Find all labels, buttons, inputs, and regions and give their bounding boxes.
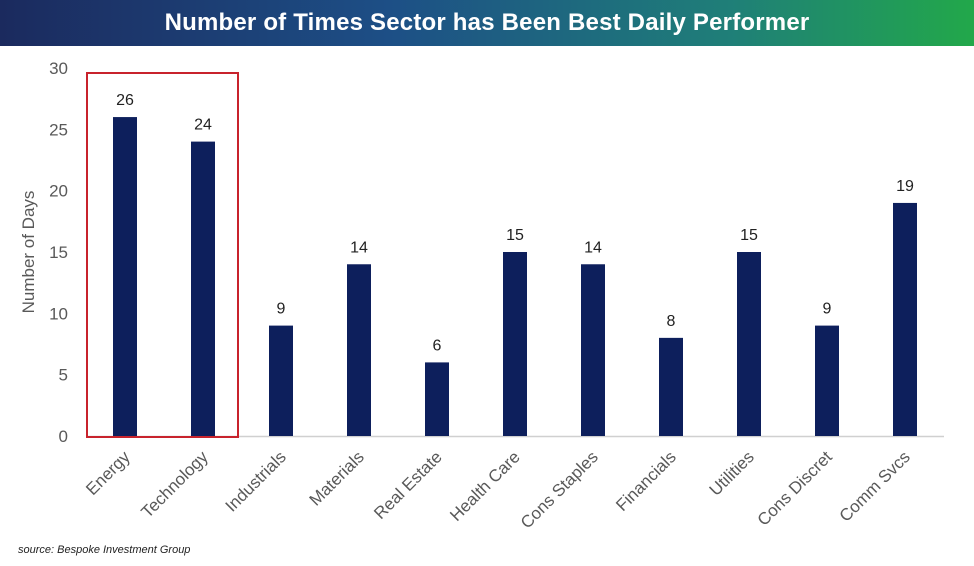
x-tick-label: Comm Svcs <box>836 447 914 525</box>
data-label: 19 <box>896 178 914 195</box>
y-axis-title: Number of Days <box>19 191 38 314</box>
data-label: 14 <box>350 239 368 256</box>
data-label: 14 <box>584 239 602 256</box>
y-tick-label: 10 <box>49 304 68 323</box>
bar-cons-discret <box>815 325 839 436</box>
bar-utilities <box>737 252 761 436</box>
x-tick-label: Technology <box>138 447 213 522</box>
x-axis-ticks: Energy Technology Industrials Materials Real… <box>82 447 914 532</box>
x-tick-label: Real Estate <box>370 447 446 523</box>
y-tick-label: 30 <box>49 59 68 78</box>
x-tick-label: Health Care <box>446 447 524 525</box>
data-label: 24 <box>194 117 212 134</box>
x-tick-label: Utilities <box>706 447 758 499</box>
data-label: 8 <box>667 313 676 330</box>
y-tick-label: 25 <box>49 120 68 139</box>
bar-cons-staples <box>581 264 605 436</box>
highlight-box <box>86 72 239 438</box>
data-label: 15 <box>740 227 758 244</box>
y-axis-ticks: 0 5 10 15 20 25 30 <box>49 59 68 446</box>
data-label: 6 <box>433 337 442 354</box>
y-tick-label: 15 <box>49 243 68 262</box>
y-tick-label: 0 <box>59 427 68 446</box>
x-tick-label: Cons Discret <box>754 447 836 529</box>
data-label: 9 <box>823 301 832 318</box>
bar-financials <box>659 337 683 436</box>
bar-real-estate <box>425 362 449 436</box>
bar-comm-svcs <box>893 202 917 436</box>
bars-group <box>113 117 917 437</box>
bar-industrials <box>269 325 293 436</box>
data-labels-group: 26 24 9 14 6 15 14 8 15 9 19 <box>116 92 914 354</box>
title-bar <box>0 0 974 46</box>
bar-health-care <box>503 252 527 436</box>
source-note: source: Bespoke Investment Group <box>18 544 191 556</box>
data-label: 9 <box>277 301 286 318</box>
bar-chart: Number of Days 0 5 10 15 20 25 30 26 24 9 14 6 15 14… <box>19 59 944 532</box>
bar-energy <box>113 117 137 437</box>
y-tick-label: 20 <box>49 182 68 201</box>
chart-title: Number of Times Sector has Been Best Dai… <box>164 9 810 36</box>
x-tick-label: Energy <box>82 447 134 499</box>
x-tick-label: Financials <box>612 447 680 515</box>
data-label: 26 <box>116 92 134 109</box>
bar-technology <box>191 141 215 436</box>
data-label: 15 <box>506 227 524 244</box>
bar-materials <box>347 264 371 436</box>
x-tick-label: Industrials <box>222 447 290 515</box>
x-tick-label: Cons Staples <box>517 447 602 532</box>
y-tick-label: 5 <box>59 366 68 385</box>
x-tick-label: Materials <box>306 447 368 509</box>
